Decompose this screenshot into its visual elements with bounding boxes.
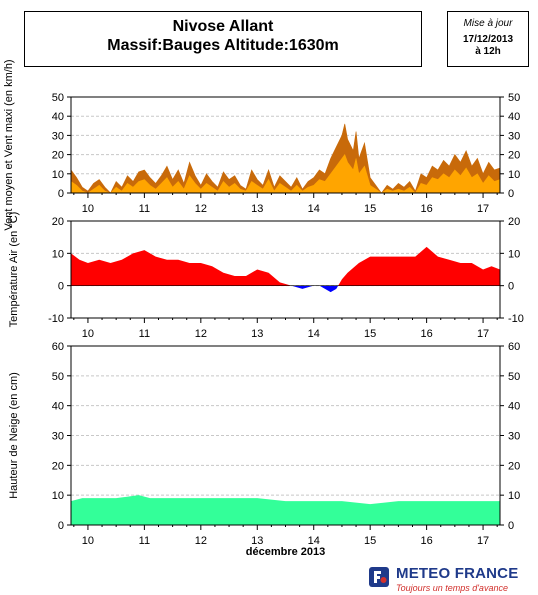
y-tick-label-left: 50 — [52, 92, 64, 104]
y-tick-label-left: 30 — [52, 130, 64, 142]
y-axis-label: Température Air (en °C) — [8, 212, 20, 328]
x-tick-label: 14 — [308, 328, 320, 340]
update-time: à 12h — [475, 46, 501, 57]
y-tick-label-left: 20 — [52, 150, 64, 162]
x-tick-label: 12 — [195, 203, 207, 215]
y-tick-label-right: 0 — [508, 188, 514, 200]
x-tick-label: 13 — [251, 203, 263, 215]
x-tick-label: 17 — [477, 203, 489, 215]
y-tick-label-left: 0 — [58, 188, 64, 200]
y-tick-label-left: 10 — [52, 248, 64, 260]
y-tick-label-right: 10 — [508, 248, 520, 260]
y-tick-label-left: 50 — [52, 371, 64, 383]
y-tick-label-right: 10 — [508, 490, 520, 502]
y-tick-label-right: 40 — [508, 111, 520, 123]
y-tick-label-left: 10 — [52, 169, 64, 181]
x-tick-label: 13 — [251, 328, 263, 340]
y-tick-label-right: 30 — [508, 130, 520, 142]
x-tick-label: 10 — [82, 535, 94, 547]
y-tick-label-left: 20 — [52, 460, 64, 472]
x-tick-label: 15 — [364, 203, 376, 215]
meteo-france-logo-icon — [369, 567, 389, 587]
y-tick-label-left: 30 — [52, 431, 64, 443]
y-tick-label-right: 50 — [508, 371, 520, 383]
y-axis-label: Hauteur de Neige (en cm) — [8, 372, 20, 499]
x-tick-label: 16 — [420, 203, 432, 215]
y-tick-label-right: 60 — [508, 341, 520, 353]
update-label: Mise à jour — [463, 18, 513, 29]
y-tick-label-left: 60 — [52, 341, 64, 353]
y-tick-label-right: 40 — [508, 401, 520, 413]
x-tick-label: 14 — [308, 535, 320, 547]
update-date: 17/12/2013 — [462, 34, 514, 45]
x-tick-label: 15 — [364, 535, 376, 547]
x-tick-label: 11 — [139, 535, 150, 547]
y-tick-label-right: -10 — [508, 313, 524, 325]
x-tick-label: 16 — [420, 328, 432, 340]
x-tick-label: 12 — [195, 328, 207, 340]
y-tick-label-right: 50 — [508, 92, 520, 104]
x-tick-label: 13 — [251, 535, 263, 547]
y-tick-label-right: 20 — [508, 150, 520, 162]
x-tick-label: 15 — [364, 328, 376, 340]
brand-name: METEO FRANCE — [396, 565, 519, 582]
x-tick-label: 10 — [82, 203, 94, 215]
x-tick-label: 17 — [477, 535, 489, 547]
meteo-france-logo: METEO FRANCE Toujours un temps d'avance — [369, 566, 537, 594]
snow-depth-area — [71, 495, 500, 525]
update-box: Mise à jour 17/12/2013 à 12h — [447, 11, 529, 67]
massif-altitude-title: Massif:Bauges Altitude:1630m — [107, 37, 339, 54]
station-title: Nivose Allant — [172, 18, 274, 35]
y-axis-label: Vent moyen et Vent maxi (en km/h) — [3, 59, 15, 230]
x-axis-label: décembre 2013 — [246, 546, 326, 558]
x-tick-label: 17 — [477, 328, 489, 340]
brand-slogan: Toujours un temps d'avance — [396, 583, 508, 593]
charts-svg: 0 0 10 10 20 20 30 30 40 40 50 50 10 11 12 13 14 15 16 17 Ve… — [3, 59, 524, 558]
x-tick-label: 16 — [420, 535, 432, 547]
y-tick-label-right: 10 — [508, 169, 520, 181]
y-tick-label-left: 40 — [52, 401, 64, 413]
y-tick-label-right: 0 — [508, 281, 514, 293]
x-tick-label: 11 — [139, 328, 150, 340]
y-tick-label-right: 20 — [508, 216, 520, 228]
y-tick-label-right: 20 — [508, 460, 520, 472]
wind-mean-area — [70, 153, 501, 194]
y-tick-label-left: 20 — [52, 216, 64, 228]
wind-max-area — [70, 123, 501, 194]
x-tick-label: 14 — [308, 203, 320, 215]
y-tick-label-left: 0 — [58, 281, 64, 293]
title-box: Nivose Allant Massif:Bauges Altitude:163… — [24, 11, 422, 67]
y-tick-label-left: 10 — [52, 490, 64, 502]
y-tick-label-right: 0 — [508, 520, 514, 532]
y-tick-label-left: 40 — [52, 111, 64, 123]
y-tick-label-left: -10 — [48, 313, 64, 325]
y-tick-label-right: 30 — [508, 431, 520, 443]
temperature-positive-area — [71, 246, 500, 286]
x-tick-label: 11 — [139, 203, 150, 215]
x-tick-label: 10 — [82, 328, 94, 340]
y-tick-label-left: 0 — [58, 520, 64, 532]
x-tick-label: 12 — [195, 535, 207, 547]
